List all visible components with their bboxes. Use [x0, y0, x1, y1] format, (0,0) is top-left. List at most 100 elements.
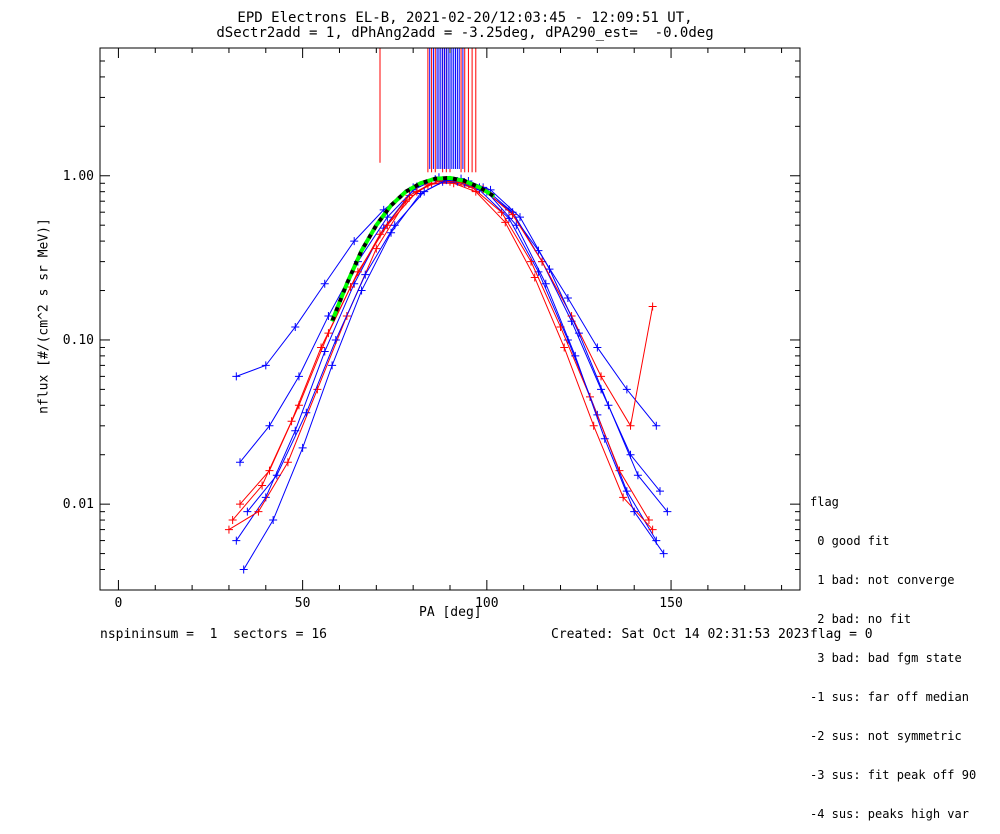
legend-item: -2 sus: not symmetric	[810, 729, 962, 743]
fit-curve-green	[330, 175, 496, 322]
series-line-red	[239, 180, 654, 505]
data-point-blue	[420, 187, 429, 196]
data-point-red	[615, 466, 624, 475]
y-tick-label: 1.00	[63, 169, 94, 184]
data-point-blue	[604, 401, 613, 410]
data-point-blue	[541, 279, 550, 288]
plot-area: 0 50 100 150 0.01 0.10 1.00	[63, 47, 801, 611]
x-tick-label: 100	[475, 596, 498, 611]
y-tick-label: 0.10	[63, 333, 94, 348]
data-point-red	[619, 493, 628, 502]
series-line-blue	[246, 179, 668, 512]
data-point-red	[353, 267, 362, 276]
data-point-blue	[272, 471, 281, 480]
data-point-blue	[574, 329, 583, 338]
data-point-blue	[516, 213, 524, 222]
x-axis-label: PA [deg]	[419, 605, 482, 620]
data-point-blue	[630, 507, 639, 516]
data-point-red	[258, 481, 267, 490]
data-point-red	[508, 210, 517, 219]
x-tick-label: 0	[115, 596, 123, 611]
footer-flag: flag = 0	[810, 627, 873, 642]
data-point-blue	[504, 214, 513, 223]
data-point-blue	[361, 270, 370, 279]
data-point-red	[412, 187, 421, 196]
data-point-red	[648, 302, 657, 311]
data-point-blue	[633, 471, 642, 480]
data-point-red	[228, 516, 237, 525]
legend-item: 2 bad: no fit	[810, 612, 912, 626]
data-point-blue	[387, 228, 396, 237]
data-point-blue	[545, 265, 554, 274]
data-layer	[224, 48, 672, 574]
data-point-blue	[331, 335, 340, 344]
footer-created: Created: Sat Oct 14 02:31:53 2023	[551, 627, 810, 642]
data-point-blue	[652, 421, 661, 430]
data-point-red	[294, 401, 303, 410]
data-point-blue	[232, 372, 241, 381]
y-tick-label: 0.01	[63, 497, 94, 512]
legend-title: flag	[810, 495, 839, 509]
data-point-blue	[593, 343, 602, 352]
data-point-blue	[324, 311, 333, 320]
data-point-red	[471, 187, 480, 196]
series-line-blue	[243, 181, 665, 570]
data-point-blue	[656, 487, 664, 496]
data-point-red	[224, 525, 233, 534]
data-point-blue	[350, 237, 359, 246]
data-point-red	[527, 257, 536, 266]
data-point-red	[383, 221, 392, 230]
data-point-blue	[663, 507, 672, 516]
legend-item: -4 sus: peaks high var	[810, 807, 969, 821]
data-point-red	[236, 500, 244, 509]
data-point-red	[324, 329, 333, 338]
data-point-red	[597, 372, 606, 381]
data-point-red	[254, 507, 263, 516]
data-point-red	[265, 466, 274, 475]
legend-item: 1 bad: not converge	[810, 573, 955, 587]
flag-legend: flag 0 good fit 1 bad: not converge 2 ba…	[810, 470, 976, 834]
data-point-blue	[328, 361, 337, 370]
data-point-blue	[320, 347, 329, 356]
data-point-blue	[269, 516, 278, 525]
data-point-blue	[571, 351, 580, 360]
x-tick-label: 150	[659, 596, 682, 611]
chart-title-line2: dSectr2add = 1, dPhAng2add = -3.25deg, d…	[216, 25, 714, 41]
series-line-red	[232, 182, 654, 530]
data-point-blue	[265, 421, 274, 430]
data-point-blue	[261, 361, 270, 370]
legend-item: -3 sus: fit peak off 90	[810, 768, 977, 782]
data-point-red	[372, 244, 381, 253]
fit-curve-black	[330, 175, 496, 322]
footer-spin-info: nspininsum = 1 sectors = 16	[100, 627, 327, 642]
data-point-blue	[294, 372, 303, 381]
data-point-red	[530, 273, 539, 282]
data-point-blue	[622, 385, 631, 394]
data-point-blue	[232, 536, 241, 545]
data-point-red	[648, 525, 657, 534]
data-point-blue	[600, 434, 609, 443]
chart-title-line1: EPD Electrons EL-B, 2021-02-20/12:03:45 …	[237, 10, 693, 26]
legend-item: 0 good fit	[810, 534, 890, 548]
data-point-red	[644, 516, 653, 525]
data-point-blue	[563, 294, 572, 303]
x-tick-label: 50	[295, 596, 311, 611]
data-point-blue	[390, 221, 399, 230]
data-point-blue	[236, 458, 244, 467]
data-point-blue	[298, 443, 307, 452]
data-point-blue	[291, 322, 300, 331]
data-point-red	[626, 421, 635, 430]
data-point-blue	[357, 286, 366, 295]
data-point-blue	[302, 408, 311, 417]
data-point-red	[283, 458, 292, 467]
data-point-red	[560, 343, 569, 352]
data-point-blue	[320, 279, 329, 288]
legend-item: 3 bad: bad fgm state	[810, 651, 962, 665]
y-axis-label: nflux [#/(cm^2 s sr MeV)]	[36, 218, 52, 414]
data-point-blue	[243, 507, 252, 516]
data-point-red	[589, 421, 598, 430]
data-point-blue	[659, 549, 668, 558]
series-line-blue	[236, 178, 657, 427]
legend-item: -1 sus: far off median	[810, 690, 969, 704]
data-point-blue	[239, 565, 248, 574]
